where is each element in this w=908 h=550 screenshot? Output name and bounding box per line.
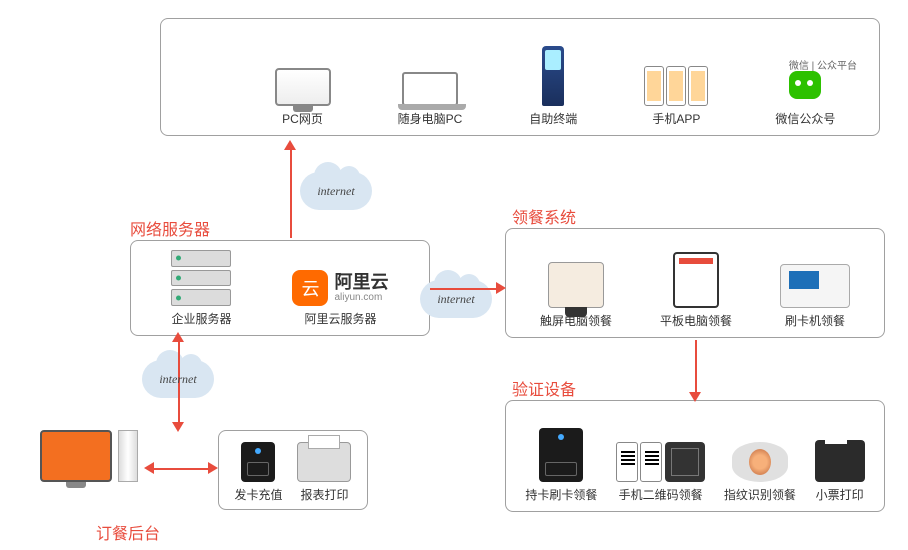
- box-ordering: PC网页 随身电脑PC 自助终端 手机APP 微信公众号 微信 | 公众平台: [160, 18, 880, 136]
- item-touch-pc: 触屏电脑领餐: [540, 262, 612, 329]
- title-pickup: 领餐系统: [512, 204, 576, 228]
- receipt-printer-icon: [815, 440, 865, 482]
- pc-tower-icon: [118, 430, 138, 482]
- card-issuer-icon: [241, 442, 275, 482]
- printer-icon: [297, 442, 351, 482]
- item-qr-phone: 手机二维码领餐: [616, 442, 705, 503]
- nfc-reader-icon: [539, 428, 583, 482]
- item-pc-web: PC网页: [275, 68, 331, 127]
- aliyun-logo: 云 阿里云 aliyun.com: [292, 270, 388, 306]
- item-enterprise-server: 企业服务器: [171, 250, 231, 327]
- cloud-top: internet: [300, 172, 372, 210]
- laptop-icon: [402, 72, 458, 106]
- qr-phones-icon: [616, 442, 662, 482]
- scanner-icon: [665, 442, 705, 482]
- title-verify: 验证设备: [512, 376, 576, 400]
- backend-monitor-icon: [40, 430, 112, 482]
- item-card-recharge: 发卡充值: [234, 442, 282, 503]
- box-backend-devices: 发卡充值 报表打印: [218, 430, 368, 510]
- cloud-right: internet: [420, 280, 492, 318]
- item-tablet: 平板电脑领餐: [660, 252, 732, 329]
- box-pickup: 触屏电脑领餐 平板电脑领餐 刷卡机领餐: [505, 228, 885, 338]
- touchscreen-icon: [548, 262, 604, 308]
- card-reader-icon: [780, 264, 850, 308]
- kiosk-icon: [542, 46, 564, 106]
- desktop-monitor-icon: [275, 68, 331, 106]
- item-nfc-card: 持卡刷卡领餐: [525, 428, 597, 503]
- item-laptop: 随身电脑PC: [398, 72, 463, 127]
- item-wechat: 微信公众号: [775, 64, 835, 127]
- title-server: 网络服务器: [130, 216, 210, 240]
- backend-computer: [40, 430, 138, 482]
- item-kiosk: 自助终端: [529, 46, 577, 127]
- box-verify: 持卡刷卡领餐 手机二维码领餐 指纹识别领餐 小票打印: [505, 400, 885, 512]
- item-aliyun-server: 云 阿里云 aliyun.com 阿里云服务器: [292, 270, 388, 327]
- tablet-icon: [673, 252, 719, 308]
- title-backend: 订餐后台: [96, 520, 160, 544]
- item-mobile-app: 手机APP: [644, 66, 708, 127]
- wechat-badge: 微信 | 公众平台: [789, 57, 857, 72]
- item-card-reader: 刷卡机领餐: [780, 264, 850, 329]
- server-rack-icon: [171, 250, 231, 306]
- item-receipt-printer: 小票打印: [815, 440, 865, 503]
- item-fingerprint: 指纹识别领餐: [724, 442, 796, 503]
- phones-icon: [644, 66, 708, 106]
- item-report-print: 报表打印: [297, 442, 351, 503]
- box-server: 企业服务器 云 阿里云 aliyun.com 阿里云服务器: [130, 240, 430, 336]
- fingerprint-icon: [732, 442, 788, 482]
